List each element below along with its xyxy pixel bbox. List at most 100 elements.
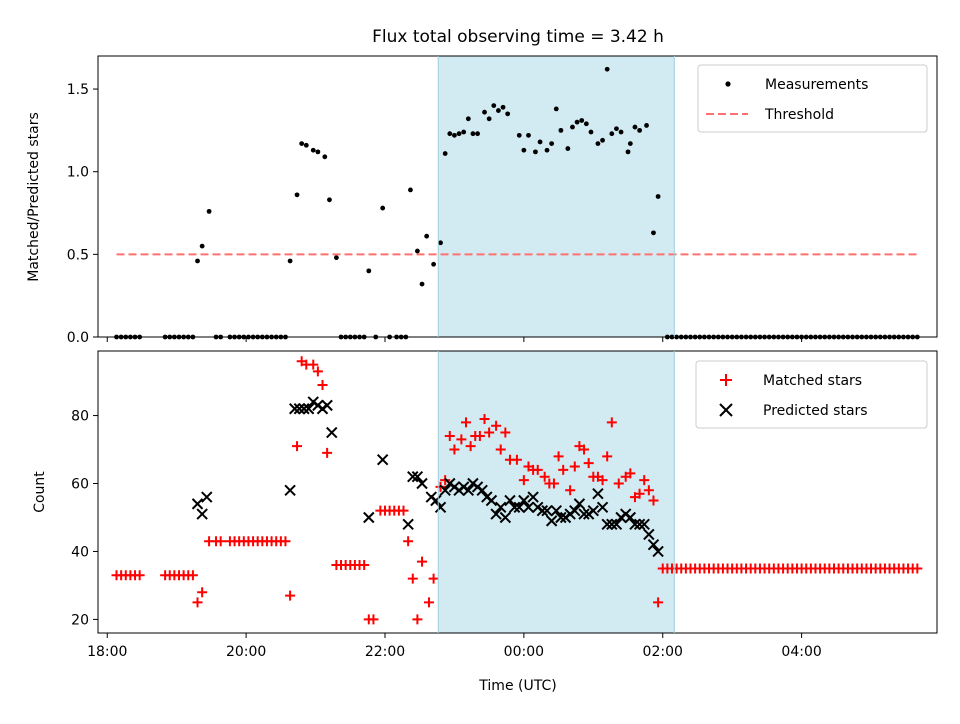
measurement-point — [299, 141, 305, 147]
chart-title: Flux total observing time = 3.42 h — [372, 27, 664, 47]
measurement-point — [588, 129, 594, 135]
measurement-point — [579, 118, 585, 123]
predicted-star-point — [633, 518, 646, 530]
measurement-point — [632, 124, 638, 130]
measurement-point — [491, 103, 497, 108]
measurement-point — [533, 149, 538, 155]
predicted-star-point — [363, 511, 375, 524]
measurement-point — [609, 131, 615, 137]
matched-star-point — [187, 570, 198, 581]
matched-star-point — [215, 536, 226, 547]
measurement-point — [644, 123, 649, 128]
predicted-star-point — [555, 511, 567, 524]
matched-star-point — [359, 560, 370, 571]
matched-star-point — [407, 573, 418, 584]
predicted-star-point — [407, 471, 419, 483]
matched-star-point — [308, 359, 319, 370]
observing-window-bottom — [438, 351, 675, 633]
measurement-point — [424, 233, 430, 239]
matched-star-point — [322, 447, 333, 458]
measurement-point — [287, 258, 293, 264]
measurement-point — [526, 132, 531, 138]
measurement-point — [366, 268, 372, 274]
matched-star-point — [449, 444, 460, 455]
predicted-star-point — [411, 471, 424, 483]
matched-star-point — [134, 570, 145, 581]
measurement-point — [315, 149, 321, 155]
predicted-star-point — [508, 501, 521, 513]
predicted-star-point — [326, 426, 338, 439]
measurement-point — [583, 121, 589, 127]
top-axis-ticks: 0.0 0.5 1.0 1.5 — [67, 82, 803, 346]
matched-star-point — [597, 475, 608, 486]
measurement-point — [322, 154, 328, 160]
predicted-star-point — [624, 511, 637, 524]
threshold-legend-label: Threshold — [764, 107, 834, 123]
matched-star-point — [639, 475, 650, 486]
top-legend: Measurements Threshold — [697, 64, 928, 133]
matched-star-point — [539, 471, 550, 482]
predicted-star-point — [518, 494, 530, 507]
y-tick-label: 20 — [71, 612, 89, 628]
top-panel: 0.0 0.5 1.0 1.5 Matched/Predicted stars Mea… — [26, 55, 938, 346]
measurement-point — [618, 129, 624, 135]
predicted-star-point — [298, 403, 310, 415]
measurement-point — [558, 127, 564, 133]
predicted-star-point — [289, 403, 301, 415]
bottom-legend: Matched stars Predicted stars — [695, 360, 928, 429]
matched-star-point — [398, 505, 409, 516]
predicted-star-point — [490, 508, 502, 520]
matched-star-point — [500, 427, 511, 438]
predicted-star-point — [462, 484, 475, 497]
predicted-star-point — [573, 498, 586, 510]
measurement-point — [327, 197, 332, 203]
y-tick-label: 1.0 — [67, 165, 89, 181]
matched-star-point — [579, 444, 590, 455]
matched-star-point — [423, 597, 434, 608]
predicted-star-point — [610, 518, 623, 530]
matched-star-point — [648, 495, 659, 506]
measurement-point — [565, 146, 571, 151]
y-tick-label: 0.0 — [67, 330, 89, 346]
matched-star-point — [548, 478, 559, 489]
measurement-point — [600, 137, 605, 143]
predicted-star-point — [536, 504, 549, 517]
predicted-star-point — [541, 504, 553, 517]
predicted-star-point — [550, 504, 562, 517]
matched-star-point — [403, 536, 414, 547]
measurement-point — [465, 116, 471, 122]
predicted-star-point — [416, 477, 428, 490]
predicted-star-point — [196, 508, 208, 520]
matched-star-point — [412, 614, 423, 625]
predicted-star-point — [485, 494, 498, 507]
matched-star-point — [428, 573, 439, 584]
matched-star-point — [912, 563, 923, 574]
y-tick-label: 40 — [71, 544, 89, 560]
measurement-point — [604, 66, 610, 72]
x-tick-label: 20:00 — [226, 644, 266, 660]
matched-star-point — [461, 417, 472, 428]
matched-star-point — [444, 430, 455, 441]
bottom-data-marks — [111, 356, 923, 625]
matched-star-point — [606, 417, 617, 428]
measurement-point — [470, 131, 476, 137]
matched-star-point — [634, 488, 645, 499]
measurement-point — [294, 192, 300, 198]
measurement-point — [614, 126, 619, 132]
matched-star-point — [465, 441, 476, 452]
y-tick-label: 1.5 — [67, 82, 89, 98]
predicted-star-point — [476, 484, 488, 497]
predicted-star-point — [376, 454, 389, 466]
predicted-star-point — [430, 494, 442, 507]
measurement-point — [537, 139, 543, 145]
measurement-point — [195, 258, 200, 264]
predicted-star-point — [638, 518, 650, 530]
x-tick-label: 00:00 — [504, 644, 544, 660]
measurement-point — [414, 248, 420, 254]
measurement-point — [521, 147, 527, 153]
matched-star-point — [285, 590, 296, 601]
x-axis-label: Time (UTC) — [478, 678, 556, 694]
measurement-point — [199, 243, 205, 249]
matched-star-point — [456, 434, 467, 445]
predicted-star-point — [629, 518, 641, 530]
